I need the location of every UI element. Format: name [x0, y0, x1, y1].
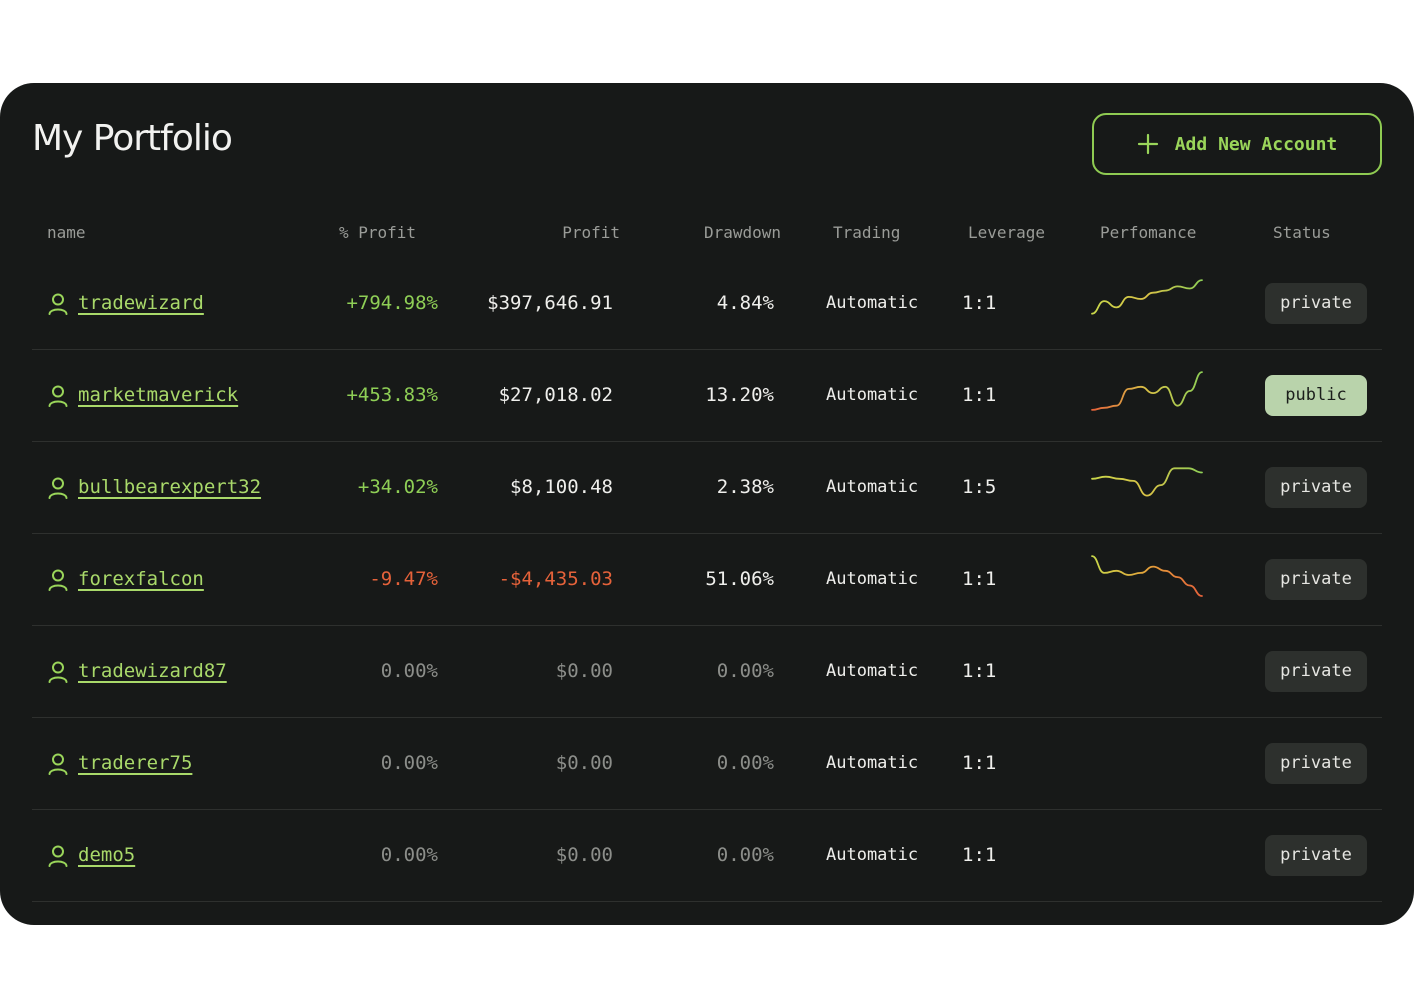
table-header: name % Profit Profit Drawdown Trading Le… [32, 223, 1382, 249]
column-header-name: name [47, 223, 86, 242]
account-name-link[interactable]: bullbearexpert32 [78, 476, 262, 498]
table-row: marketmaverick +453.83% $27,018.02 13.20… [32, 350, 1382, 442]
leverage-value: 1:5 [962, 476, 997, 498]
status-badge[interactable]: public [1265, 375, 1367, 416]
column-header-leverage: Leverage [968, 223, 1046, 242]
percent-profit: -9.47% [369, 568, 438, 590]
column-header-status: Status [1273, 223, 1331, 242]
account-name-link[interactable]: traderer75 [78, 752, 193, 774]
table-row: traderer75 0.00% $0.00 0.00% Automatic 1… [32, 718, 1382, 810]
user-icon [48, 385, 68, 407]
performance-sparkline [1090, 828, 1204, 874]
leverage-value: 1:1 [962, 292, 997, 314]
user-icon [48, 661, 68, 683]
trading-mode: Automatic [826, 661, 919, 681]
user-icon [48, 477, 68, 499]
sparkline-path [1091, 279, 1203, 315]
account-name-link[interactable]: marketmaverick [78, 384, 239, 406]
leverage-value: 1:1 [962, 568, 997, 590]
percent-profit: +453.83% [346, 384, 438, 406]
add-new-account-button[interactable]: Add New Account [1092, 113, 1382, 175]
column-header-profit: Profit [562, 223, 620, 242]
performance-sparkline [1091, 279, 1203, 315]
profit-value: $8,100.48 [510, 476, 613, 498]
column-header-pct-profit: % Profit [339, 223, 417, 242]
trading-mode: Automatic [826, 569, 919, 589]
leverage-value: 1:1 [962, 384, 997, 406]
account-name-link[interactable]: forexfalcon [78, 568, 204, 590]
percent-profit: 0.00% [380, 844, 438, 866]
trading-mode: Automatic [826, 385, 919, 405]
table-row: forexfalcon -9.47% -$4,435.03 51.06% Aut… [32, 534, 1382, 626]
user-icon [48, 753, 68, 775]
profit-value: $397,646.91 [487, 292, 613, 314]
drawdown-value: 0.00% [716, 752, 774, 774]
user-icon [48, 293, 68, 315]
drawdown-value: 4.84% [716, 292, 774, 314]
profit-value: $27,018.02 [498, 384, 613, 406]
status-badge[interactable]: private [1265, 559, 1367, 600]
user-icon [48, 569, 68, 591]
trading-mode: Automatic [826, 293, 919, 313]
column-header-performance: Perfomance [1100, 223, 1197, 242]
percent-profit: +34.02% [357, 476, 438, 498]
account-name-link[interactable]: tradewizard [78, 292, 204, 314]
column-header-drawdown: Drawdown [703, 223, 781, 242]
leverage-value: 1:1 [962, 844, 997, 866]
drawdown-value: 51.06% [705, 568, 774, 590]
sparkline-path [1091, 467, 1203, 497]
profit-value: $0.00 [555, 752, 613, 774]
performance-sparkline [1091, 555, 1203, 597]
performance-sparkline [1091, 371, 1203, 411]
sparkline-path [1091, 371, 1203, 411]
percent-profit: +794.98% [346, 292, 438, 314]
profit-value: $0.00 [555, 844, 613, 866]
table-row: tradewizard87 0.00% $0.00 0.00% Automati… [32, 626, 1382, 718]
accounts-table: tradewizard +794.98% $397,646.91 4.84% A… [32, 258, 1382, 902]
user-icon [48, 845, 68, 867]
trading-mode: Automatic [826, 753, 919, 773]
drawdown-value: 2.38% [716, 476, 774, 498]
drawdown-value: 0.00% [716, 660, 774, 682]
page-title: My Portfolio [32, 118, 233, 159]
plus-icon [1137, 133, 1158, 155]
portfolio-panel: My Portfolio Add New Account name % Prof… [0, 83, 1414, 925]
profit-value: $0.00 [555, 660, 613, 682]
status-badge[interactable]: private [1265, 467, 1367, 508]
status-badge[interactable]: private [1265, 651, 1367, 692]
status-badge[interactable]: private [1265, 743, 1367, 784]
status-badge[interactable]: private [1265, 283, 1367, 324]
table-row: demo5 0.00% $0.00 0.00% Automatic 1:1 pr… [32, 810, 1382, 902]
leverage-value: 1:1 [962, 752, 997, 774]
account-name-link[interactable]: tradewizard87 [78, 660, 227, 682]
trading-mode: Automatic [826, 477, 919, 497]
performance-sparkline [1090, 644, 1204, 690]
drawdown-value: 0.00% [716, 844, 774, 866]
leverage-value: 1:1 [962, 660, 997, 682]
column-header-trading: Trading [833, 223, 901, 242]
status-badge[interactable]: private [1265, 835, 1367, 876]
performance-sparkline [1091, 467, 1203, 497]
percent-profit: 0.00% [380, 660, 438, 682]
trading-mode: Automatic [826, 845, 919, 865]
profit-value: -$4,435.03 [498, 568, 613, 590]
performance-sparkline [1090, 736, 1204, 782]
sparkline-path [1091, 555, 1203, 597]
table-row: bullbearexpert32 +34.02% $8,100.48 2.38%… [32, 442, 1382, 534]
account-name-link[interactable]: demo5 [78, 844, 136, 866]
percent-profit: 0.00% [380, 752, 438, 774]
drawdown-value: 13.20% [705, 384, 774, 406]
table-row: tradewizard +794.98% $397,646.91 4.84% A… [32, 258, 1382, 350]
add-new-account-label: Add New Account [1174, 133, 1338, 155]
